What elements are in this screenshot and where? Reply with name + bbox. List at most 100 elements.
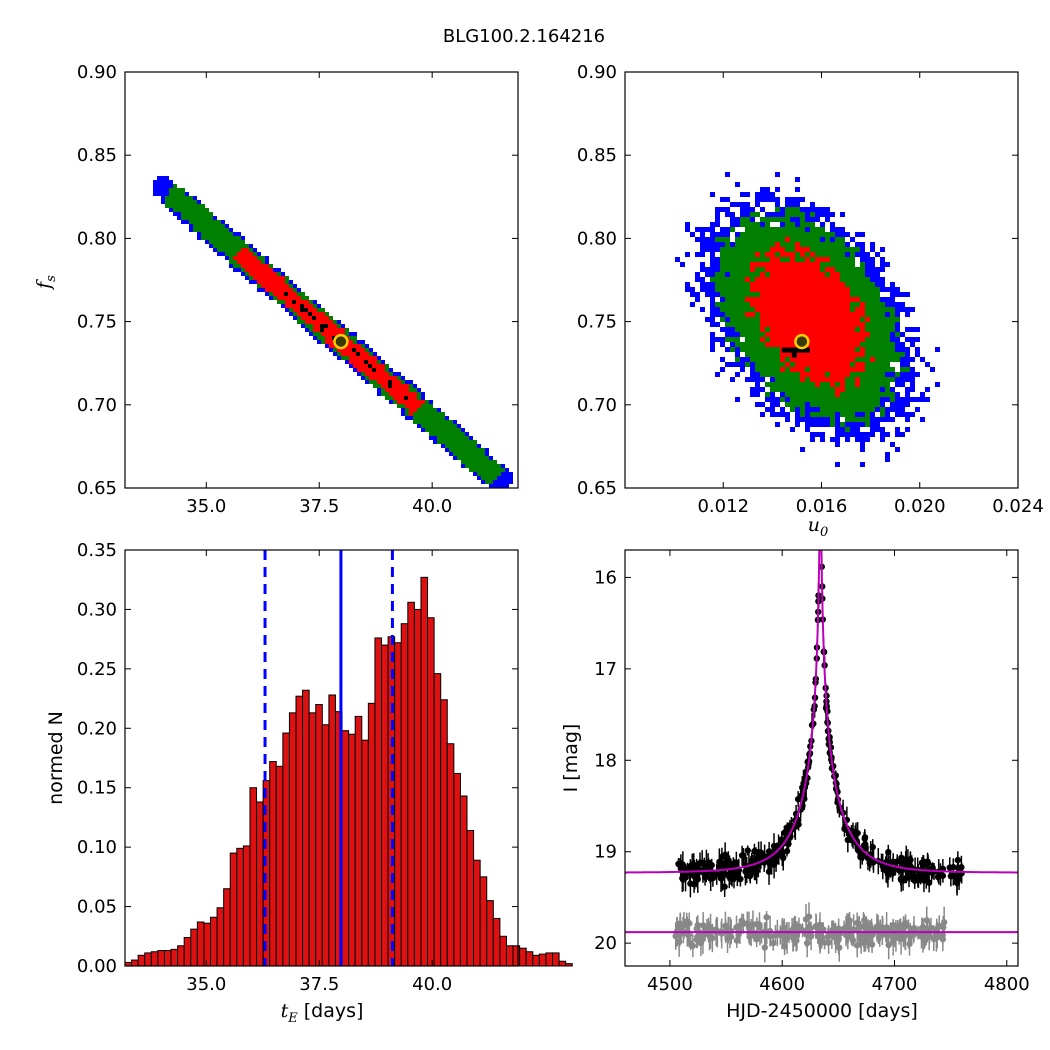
posterior-pixel bbox=[830, 247, 835, 252]
posterior-pixel bbox=[870, 402, 875, 407]
posterior-pixel bbox=[850, 302, 855, 307]
posterior-pixel bbox=[349, 360, 353, 364]
posterior-pixel bbox=[269, 296, 273, 300]
posterior-pixel bbox=[805, 372, 810, 377]
posterior-pixel bbox=[890, 302, 895, 307]
posterior-pixel bbox=[750, 392, 755, 397]
posterior-pixel bbox=[820, 417, 825, 422]
posterior-pixel bbox=[860, 322, 865, 327]
posterior-pixel bbox=[795, 252, 800, 257]
posterior-pixel bbox=[473, 452, 477, 456]
posterior-pixel bbox=[820, 407, 825, 412]
posterior-pixel bbox=[273, 280, 277, 284]
x-tick-label: 0.024 bbox=[992, 496, 1044, 517]
posterior-pixel bbox=[493, 472, 497, 476]
posterior-pixel bbox=[489, 476, 493, 480]
posterior-pixel bbox=[820, 362, 825, 367]
posterior-pixel bbox=[760, 352, 765, 357]
posterior-pixel bbox=[685, 287, 690, 292]
posterior-pixel bbox=[875, 392, 880, 397]
posterior-pixel bbox=[905, 402, 910, 407]
posterior-pixel bbox=[830, 337, 835, 342]
posterior-pixel bbox=[345, 352, 349, 356]
posterior-pixel bbox=[795, 232, 800, 237]
posterior-pixel bbox=[469, 460, 473, 464]
posterior-pixel bbox=[369, 372, 373, 376]
posterior-pixel bbox=[317, 332, 321, 336]
posterior-pixel bbox=[285, 304, 289, 308]
posterior-pixel bbox=[217, 236, 221, 240]
posterior-pixel bbox=[765, 217, 770, 222]
posterior-pixel bbox=[209, 228, 213, 232]
posterior-pixel bbox=[860, 277, 865, 282]
posterior-pixel bbox=[775, 337, 780, 342]
posterior-pixel bbox=[421, 392, 425, 396]
posterior-pixel bbox=[825, 232, 830, 237]
posterior-pixel bbox=[457, 456, 461, 460]
posterior-pixel bbox=[855, 397, 860, 402]
posterior-pixel bbox=[810, 432, 815, 437]
posterior-pixel bbox=[905, 417, 910, 422]
posterior-pixel bbox=[720, 282, 725, 287]
posterior-pixel bbox=[401, 400, 405, 404]
histogram-bar bbox=[348, 733, 356, 967]
posterior-pixel bbox=[261, 276, 265, 280]
posterior-pixel bbox=[289, 304, 293, 308]
y-tick-label: 20 bbox=[594, 933, 617, 954]
posterior-pixel bbox=[437, 416, 441, 420]
posterior-pixel bbox=[880, 352, 885, 357]
data-point-other bbox=[770, 939, 777, 947]
data-point-other bbox=[816, 921, 824, 928]
posterior-pixel bbox=[760, 327, 765, 332]
posterior-pixel bbox=[820, 342, 825, 347]
posterior-pixel bbox=[201, 220, 205, 224]
posterior-pixel bbox=[785, 282, 790, 287]
posterior-pixel bbox=[265, 292, 269, 296]
posterior-pixel bbox=[860, 332, 865, 337]
posterior-pixel bbox=[333, 352, 337, 356]
posterior-pixel bbox=[770, 242, 775, 247]
posterior-pixel bbox=[740, 332, 745, 337]
posterior-pixel bbox=[481, 480, 485, 484]
posterior-pixel bbox=[397, 400, 401, 404]
posterior-pixel bbox=[815, 352, 820, 357]
posterior-pixel bbox=[221, 220, 225, 224]
posterior-pixel bbox=[153, 192, 157, 196]
posterior-pixel bbox=[750, 247, 755, 252]
posterior-pixel bbox=[710, 257, 715, 262]
posterior-pixel bbox=[885, 312, 890, 317]
data-point-other bbox=[706, 932, 713, 940]
histogram-bar bbox=[479, 876, 488, 967]
posterior-pixel bbox=[785, 217, 790, 222]
posterior-pixel bbox=[745, 277, 750, 282]
posterior-pixel bbox=[361, 364, 365, 368]
posterior-pixel bbox=[780, 222, 785, 227]
posterior-pixel bbox=[273, 292, 277, 296]
y-tick-label: 0.65 bbox=[77, 478, 117, 499]
posterior-pixel bbox=[473, 472, 477, 476]
posterior-pixel bbox=[269, 280, 273, 284]
posterior-pixel bbox=[277, 288, 281, 292]
histogram-bar bbox=[295, 695, 304, 967]
posterior-pixel bbox=[429, 408, 433, 412]
posterior-pixel bbox=[449, 444, 453, 448]
posterior-pixel bbox=[765, 192, 770, 197]
posterior-pixel bbox=[177, 188, 181, 192]
posterior-pixel bbox=[790, 342, 795, 347]
posterior-pixel bbox=[795, 267, 800, 272]
posterior-pixel bbox=[225, 256, 229, 260]
posterior-pixel bbox=[305, 296, 309, 300]
posterior-pixel bbox=[935, 382, 940, 387]
posterior-pixel bbox=[880, 302, 885, 307]
posterior-pixel bbox=[765, 367, 770, 372]
posterior-pixel bbox=[421, 420, 425, 424]
histogram-bar bbox=[525, 951, 534, 967]
posterior-pixel bbox=[895, 447, 900, 452]
posterior-pixel bbox=[221, 252, 225, 256]
posterior-pixel bbox=[720, 247, 725, 252]
posterior-pixel bbox=[835, 337, 840, 342]
posterior-pixel bbox=[730, 337, 735, 342]
posterior-pixel bbox=[780, 247, 785, 252]
posterior-pixel bbox=[835, 282, 840, 287]
posterior-pixel bbox=[865, 312, 870, 317]
